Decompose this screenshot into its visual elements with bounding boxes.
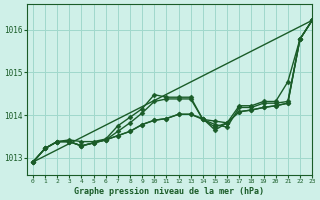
X-axis label: Graphe pression niveau de la mer (hPa): Graphe pression niveau de la mer (hPa)	[75, 187, 264, 196]
